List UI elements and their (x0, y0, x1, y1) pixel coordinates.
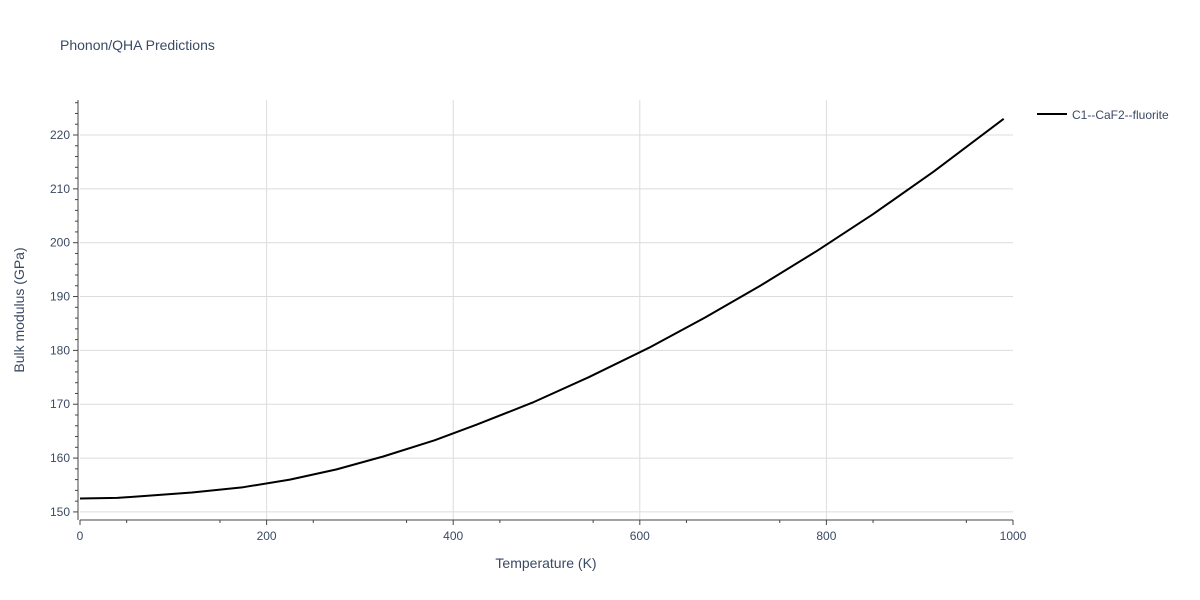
x-tick-label: 1000 (1000, 529, 1027, 543)
legend-label: C1--CaF2--fluorite (1072, 108, 1169, 122)
y-tick-label: 210 (50, 182, 70, 196)
y-tick-label: 160 (50, 451, 70, 465)
chart-title: Phonon/QHA Predictions (60, 37, 215, 53)
y-tick-label: 220 (50, 128, 70, 142)
y-axis-title: Bulk modulus (GPa) (11, 247, 27, 372)
x-tick-label: 0 (77, 529, 84, 543)
legend[interactable]: C1--CaF2--fluorite (1037, 108, 1169, 122)
series-layer (79, 118, 1005, 500)
x-tick-label: 200 (257, 529, 277, 543)
grid (80, 100, 1013, 520)
y-tick-label: 170 (50, 397, 70, 411)
y-tick-label: 180 (50, 343, 70, 357)
series-line (79, 118, 1005, 500)
y-tick-label: 200 (50, 236, 70, 250)
x-tick-label: 400 (443, 529, 463, 543)
y-tick-label: 150 (50, 505, 70, 519)
ticks: 0 200 400 600 800 1000 150 160 170 180 190 200 210 22… (50, 102, 1027, 543)
x-tick-label: 800 (816, 529, 836, 543)
axes (77, 100, 1013, 521)
x-axis-title: Temperature (K) (495, 555, 596, 571)
y-tick-label: 190 (50, 290, 70, 304)
x-tick-label: 600 (630, 529, 650, 543)
